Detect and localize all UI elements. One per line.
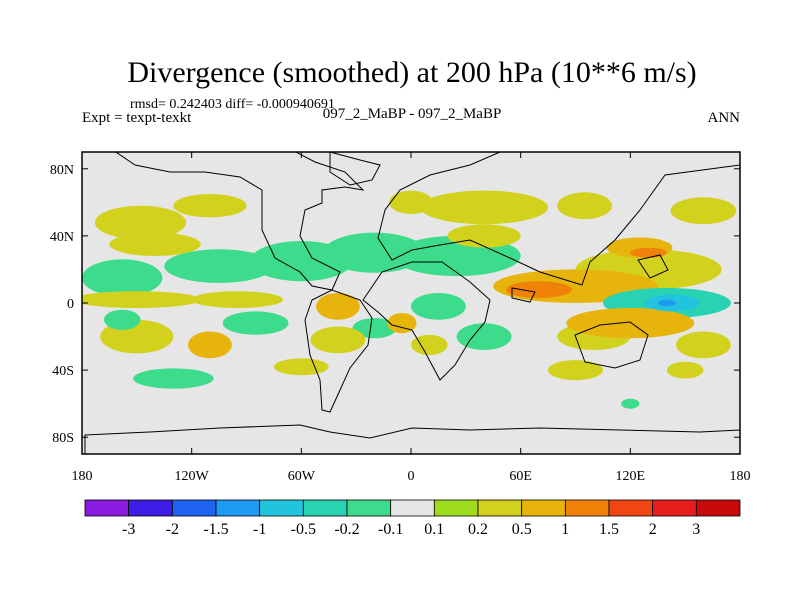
chart-title: Divergence (smoothed) at 200 hPa (10**6 … xyxy=(127,56,696,89)
colorbar-level-label: 3 xyxy=(692,521,700,538)
anomaly-blob xyxy=(657,299,677,307)
colorbar-level-label: -2 xyxy=(166,521,179,538)
colorbar-swatch xyxy=(608,499,654,517)
colorbar-swatch xyxy=(259,499,304,517)
anomaly-blob xyxy=(630,247,667,258)
x-tick-label: 180 xyxy=(72,469,93,484)
colorbar-swatch xyxy=(171,499,217,517)
anomaly-blob xyxy=(82,291,201,308)
coastline-path xyxy=(329,152,381,186)
subtitle-right: ANN xyxy=(708,110,741,126)
subtitle-left: Expt = texpt-texkt xyxy=(82,110,192,126)
colorbar-level-label: 0.5 xyxy=(512,521,532,538)
colorbar-swatch xyxy=(302,499,348,517)
anomaly-blob xyxy=(310,326,366,354)
colorbar-level-label: -3 xyxy=(122,521,135,538)
anomaly-blob xyxy=(411,293,466,320)
y-tick-label: 0 xyxy=(67,297,74,312)
colorbar-swatch xyxy=(433,499,479,517)
anomaly-blob xyxy=(666,361,704,379)
anomaly-blob xyxy=(352,318,397,339)
colorbar-swatch xyxy=(695,499,741,517)
colorbar-level-label: 1.5 xyxy=(599,521,619,538)
anomaly-blob xyxy=(94,205,187,240)
coastline-path xyxy=(574,321,649,369)
y-tick-label: 80N xyxy=(50,163,74,178)
colorbar-swatch xyxy=(84,499,130,517)
y-tick-label: 40S xyxy=(52,364,74,379)
stats-label: rmsd= 0.242403 diff= -0.000940691 xyxy=(130,97,335,112)
colorbar-level-label: 0.2 xyxy=(468,521,488,538)
x-axis: 180 120W 60W 0 60E 120E 180 xyxy=(72,152,751,484)
colorbar-swatch xyxy=(477,499,523,517)
coastline-path xyxy=(84,424,740,454)
anomaly-blob xyxy=(387,313,417,334)
anomaly-blob xyxy=(548,360,603,381)
anomaly-blob xyxy=(222,311,289,335)
colorbar: -3 -2 -1.5 -1 -0.5 -0.2 -0.1 0.1 0.2 0.5 1 1.5 2 3 xyxy=(84,499,741,538)
anomaly-blob xyxy=(506,281,572,298)
anomaly-blob xyxy=(164,249,274,283)
colorbar-swatch xyxy=(215,499,261,517)
anomaly-blob xyxy=(557,192,612,220)
colorbar-level-label: 2 xyxy=(649,521,657,538)
subtitle-center: 097_2_MaBP - 097_2_MaBP xyxy=(323,106,502,122)
anomaly-blob xyxy=(188,331,232,359)
anomaly-blob xyxy=(621,398,640,409)
anomaly-blob xyxy=(389,190,433,214)
x-tick-label: 120E xyxy=(616,469,646,484)
anomaly-blob xyxy=(566,308,695,339)
x-tick-label: 0 xyxy=(408,469,415,484)
colorbar-swatch xyxy=(128,499,173,517)
coastline-path xyxy=(304,289,373,413)
colorbar-level-label: -0.2 xyxy=(334,521,359,538)
colorbar-swatch xyxy=(390,499,435,517)
coastline-path xyxy=(637,254,669,279)
anomaly-blob xyxy=(447,224,521,248)
anomaly-blob xyxy=(316,293,360,320)
colorbar-swatch xyxy=(521,499,566,517)
coastline-path xyxy=(377,152,740,286)
colorbar-level-label: -1 xyxy=(253,521,266,538)
anomaly-field xyxy=(82,190,737,409)
anomaly-blob xyxy=(420,190,549,225)
colorbar-level-label: 1 xyxy=(561,521,569,538)
x-tick-label: 120W xyxy=(175,469,210,484)
anomaly-blob xyxy=(173,194,247,218)
anomaly-blob xyxy=(676,331,731,359)
colorbar-level-label: -0.1 xyxy=(378,521,403,538)
colorbar-swatch xyxy=(652,499,697,517)
x-tick-label: 60E xyxy=(509,469,532,484)
colorbar-swatch xyxy=(564,499,610,517)
anomaly-blob xyxy=(411,334,448,355)
anomaly-blob xyxy=(191,291,284,308)
coastline-path xyxy=(362,261,491,381)
x-tick-label: 60W xyxy=(288,469,316,484)
colorbar-swatch xyxy=(346,499,392,517)
anomaly-blob xyxy=(103,309,141,330)
colorbar-level-label: -0.5 xyxy=(291,521,316,538)
anomaly-blob xyxy=(456,323,512,350)
y-axis: 80N 40N 0 40S 80S xyxy=(50,163,740,446)
x-tick-label: 180 xyxy=(730,469,751,484)
anomaly-blob xyxy=(670,197,737,225)
coastline-path xyxy=(511,287,536,303)
anomaly-blob xyxy=(273,358,329,376)
anomaly-blob xyxy=(82,259,163,297)
coastline-outlines xyxy=(84,152,740,454)
colorbar-level-label: 0.1 xyxy=(424,521,444,538)
anomaly-blob xyxy=(133,368,214,389)
colorbar-level-label: -1.5 xyxy=(203,521,228,538)
y-tick-label: 80S xyxy=(52,431,74,446)
y-tick-label: 40N xyxy=(50,230,74,245)
coastline-path xyxy=(114,152,365,291)
